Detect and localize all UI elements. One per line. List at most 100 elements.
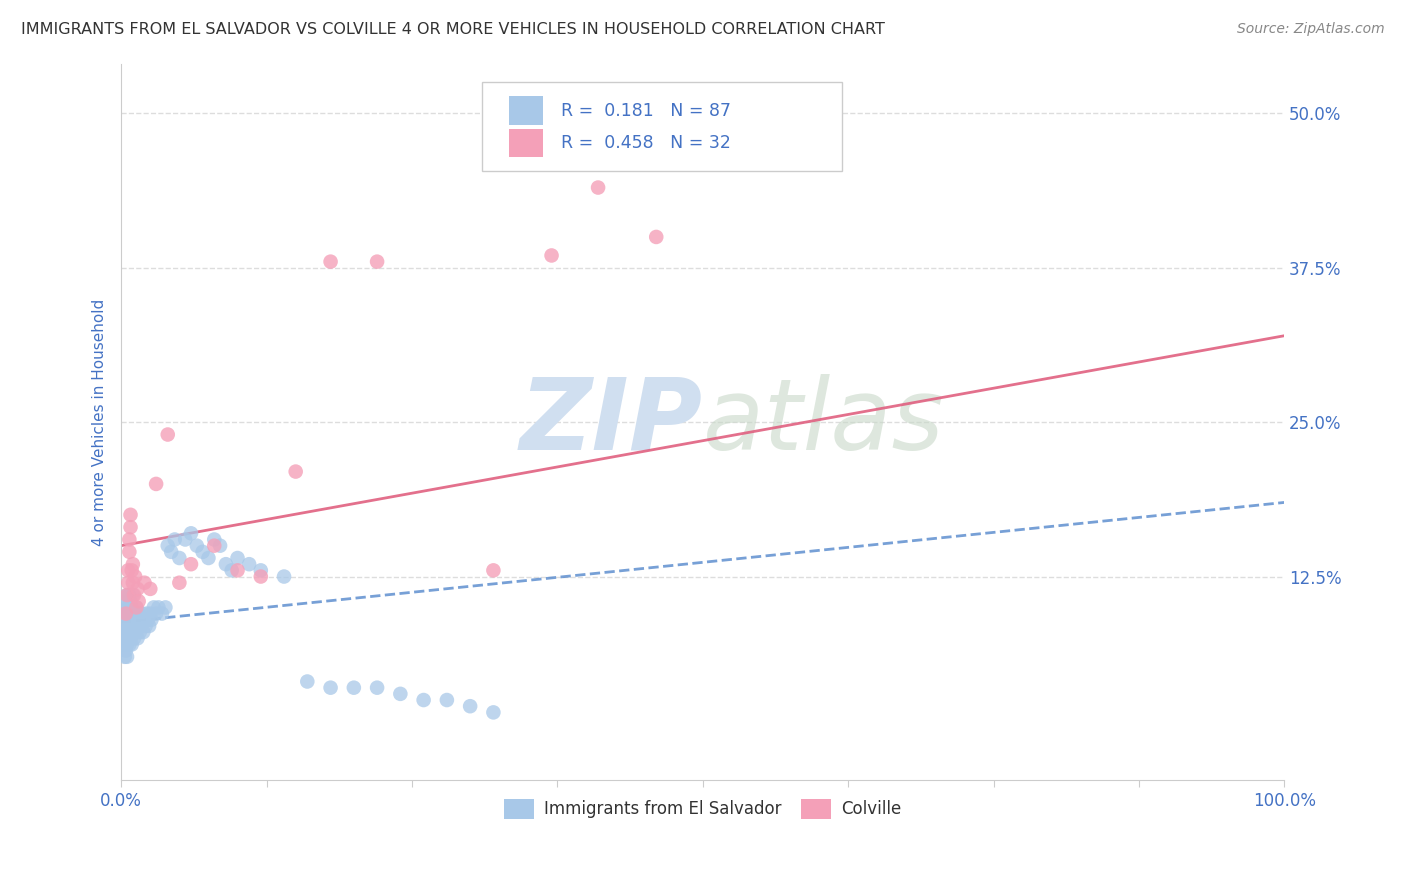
Point xyxy=(121,600,143,615)
Point xyxy=(586,180,609,194)
Point xyxy=(115,625,138,640)
Point xyxy=(115,607,138,621)
Point xyxy=(121,575,143,590)
Point xyxy=(148,600,170,615)
Point xyxy=(645,230,668,244)
Point xyxy=(115,588,138,602)
Y-axis label: 4 or more Vehicles in Household: 4 or more Vehicles in Household xyxy=(93,299,107,546)
Point xyxy=(142,600,165,615)
Point xyxy=(186,539,208,553)
Bar xyxy=(509,128,543,157)
Text: ZIP: ZIP xyxy=(520,374,703,471)
Point xyxy=(319,254,342,268)
Point xyxy=(343,681,366,695)
Point xyxy=(125,625,148,640)
Point xyxy=(121,563,143,577)
Point xyxy=(155,600,177,615)
Point xyxy=(215,558,238,572)
Point xyxy=(226,551,249,566)
Point xyxy=(163,533,186,547)
Point xyxy=(115,588,138,602)
Point xyxy=(118,637,141,651)
Point xyxy=(111,632,134,646)
Point xyxy=(115,607,138,621)
Point xyxy=(169,551,191,566)
Point xyxy=(115,637,138,651)
Point xyxy=(121,613,143,627)
Point xyxy=(127,632,149,646)
Point xyxy=(121,588,143,602)
Point xyxy=(122,625,145,640)
Point xyxy=(139,582,162,596)
Point xyxy=(128,607,150,621)
Point xyxy=(117,607,139,621)
Point xyxy=(209,539,232,553)
Point xyxy=(249,563,271,577)
Point xyxy=(125,600,148,615)
Point xyxy=(114,619,136,633)
Point xyxy=(118,588,141,602)
Text: Source: ZipAtlas.com: Source: ZipAtlas.com xyxy=(1237,22,1385,37)
Point xyxy=(120,607,142,621)
Point xyxy=(145,477,167,491)
Point xyxy=(284,465,307,479)
Point xyxy=(160,545,183,559)
Point xyxy=(121,637,143,651)
Point xyxy=(458,699,481,714)
Point xyxy=(221,563,243,577)
Point xyxy=(121,558,143,572)
Point xyxy=(202,539,225,553)
Point xyxy=(180,558,202,572)
Point xyxy=(115,594,138,608)
Point xyxy=(124,569,146,583)
Point xyxy=(436,693,458,707)
Point xyxy=(482,563,505,577)
Point xyxy=(131,607,153,621)
Point xyxy=(112,637,135,651)
Point xyxy=(129,619,152,633)
Point xyxy=(141,613,163,627)
Point xyxy=(117,619,139,633)
Point xyxy=(134,575,156,590)
Point xyxy=(112,625,135,640)
Point xyxy=(273,569,295,583)
Point xyxy=(120,619,142,633)
Point xyxy=(135,607,157,621)
Point xyxy=(135,619,157,633)
Point xyxy=(114,649,136,664)
Point xyxy=(238,558,260,572)
Point xyxy=(128,594,150,608)
Text: R =  0.458   N = 32: R = 0.458 N = 32 xyxy=(561,134,731,152)
Point xyxy=(145,607,167,621)
Point xyxy=(120,508,142,522)
Point xyxy=(117,563,139,577)
Point xyxy=(169,575,191,590)
Point xyxy=(128,613,150,627)
Point xyxy=(389,687,412,701)
Point xyxy=(366,254,388,268)
Point xyxy=(412,693,434,707)
Point xyxy=(191,545,214,559)
Point xyxy=(125,600,148,615)
Point xyxy=(366,681,388,695)
Point xyxy=(122,632,145,646)
Point xyxy=(134,613,156,627)
Point xyxy=(180,526,202,541)
Point xyxy=(121,619,143,633)
Text: atlas: atlas xyxy=(703,374,945,471)
FancyBboxPatch shape xyxy=(482,82,842,171)
Point xyxy=(115,643,138,657)
Point xyxy=(114,613,136,627)
Point xyxy=(128,625,150,640)
Point xyxy=(118,625,141,640)
Point xyxy=(249,569,271,583)
Point xyxy=(122,588,145,602)
Point xyxy=(117,600,139,615)
Point xyxy=(226,563,249,577)
Point xyxy=(138,619,160,633)
Point xyxy=(115,600,138,615)
Text: IMMIGRANTS FROM EL SALVADOR VS COLVILLE 4 OR MORE VEHICLES IN HOUSEHOLD CORRELAT: IMMIGRANTS FROM EL SALVADOR VS COLVILLE … xyxy=(21,22,884,37)
Point xyxy=(124,619,146,633)
Point xyxy=(115,632,138,646)
Point xyxy=(197,551,219,566)
